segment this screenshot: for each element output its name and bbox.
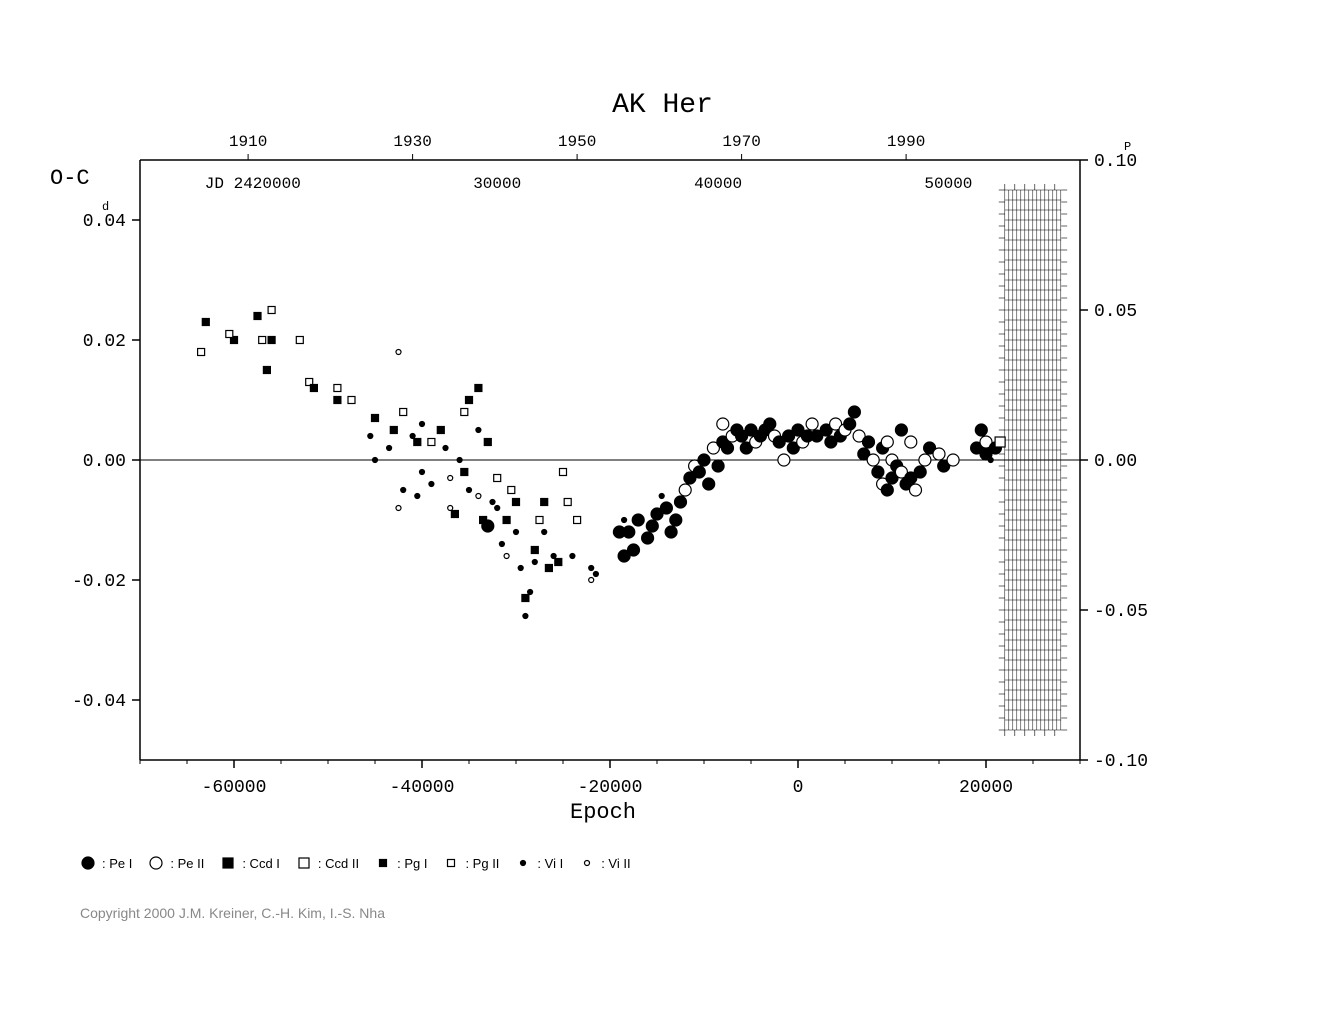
legend-label: : Pg I: [397, 856, 427, 871]
svg-text:1910: 1910: [229, 133, 267, 151]
legend-item-pg1: : Pg I: [375, 855, 427, 871]
svg-text:1970: 1970: [722, 133, 760, 151]
svg-text:-40000: -40000: [390, 778, 455, 798]
svg-text:20000: 20000: [959, 778, 1013, 798]
legend-label: : Vi I: [537, 856, 563, 871]
svg-text:d: d: [102, 200, 109, 214]
svg-text:50000: 50000: [924, 175, 972, 193]
svg-text:-60000: -60000: [202, 778, 267, 798]
x-axis-label: Epoch: [570, 800, 636, 825]
chart-container: AK Her O-C -60000-40000-200000200000.040…: [0, 0, 1325, 1020]
legend-label: : Pe I: [102, 856, 132, 871]
svg-text:1950: 1950: [558, 133, 596, 151]
svg-text:0.00: 0.00: [1094, 452, 1137, 472]
svg-text:0.04: 0.04: [83, 212, 126, 232]
legend-label: : Pg II: [465, 856, 499, 871]
legend-label: : Pe II: [170, 856, 204, 871]
svg-text:0.10: 0.10: [1094, 152, 1137, 172]
legend-item-vi1: : Vi I: [515, 855, 563, 871]
legend-item-ccd1: : Ccd I: [220, 855, 280, 871]
legend: : Pe I : Pe II : Ccd I : Ccd II : Pg I :…: [80, 855, 631, 871]
svg-text:-0.05: -0.05: [1094, 602, 1148, 622]
svg-text:0.05: 0.05: [1094, 302, 1137, 322]
svg-text:P: P: [1124, 140, 1131, 154]
legend-label: : Ccd II: [318, 856, 359, 871]
svg-text:-0.02: -0.02: [72, 572, 126, 592]
legend-item-pg2: : Pg II: [443, 855, 499, 871]
svg-text:40000: 40000: [694, 175, 742, 193]
legend-item-pe1: : Pe I: [80, 855, 132, 871]
svg-text:1930: 1930: [393, 133, 431, 151]
svg-text:0.02: 0.02: [83, 332, 126, 352]
svg-text:-0.04: -0.04: [72, 692, 126, 712]
svg-text:JD 2420000: JD 2420000: [205, 175, 301, 193]
svg-text:1990: 1990: [887, 133, 925, 151]
svg-text:-0.10: -0.10: [1094, 752, 1148, 772]
svg-text:0: 0: [793, 778, 804, 798]
svg-text:-20000: -20000: [578, 778, 643, 798]
svg-text:0.00: 0.00: [83, 452, 126, 472]
legend-label: : Ccd I: [242, 856, 280, 871]
legend-item-ccd2: : Ccd II: [296, 855, 359, 871]
legend-item-vi2: : Vi II: [579, 855, 630, 871]
svg-text:30000: 30000: [473, 175, 521, 193]
legend-label: : Vi II: [601, 856, 630, 871]
legend-item-pe2: : Pe II: [148, 855, 204, 871]
credit-text: Copyright 2000 J.M. Kreiner, C.-H. Kim, …: [80, 905, 385, 921]
